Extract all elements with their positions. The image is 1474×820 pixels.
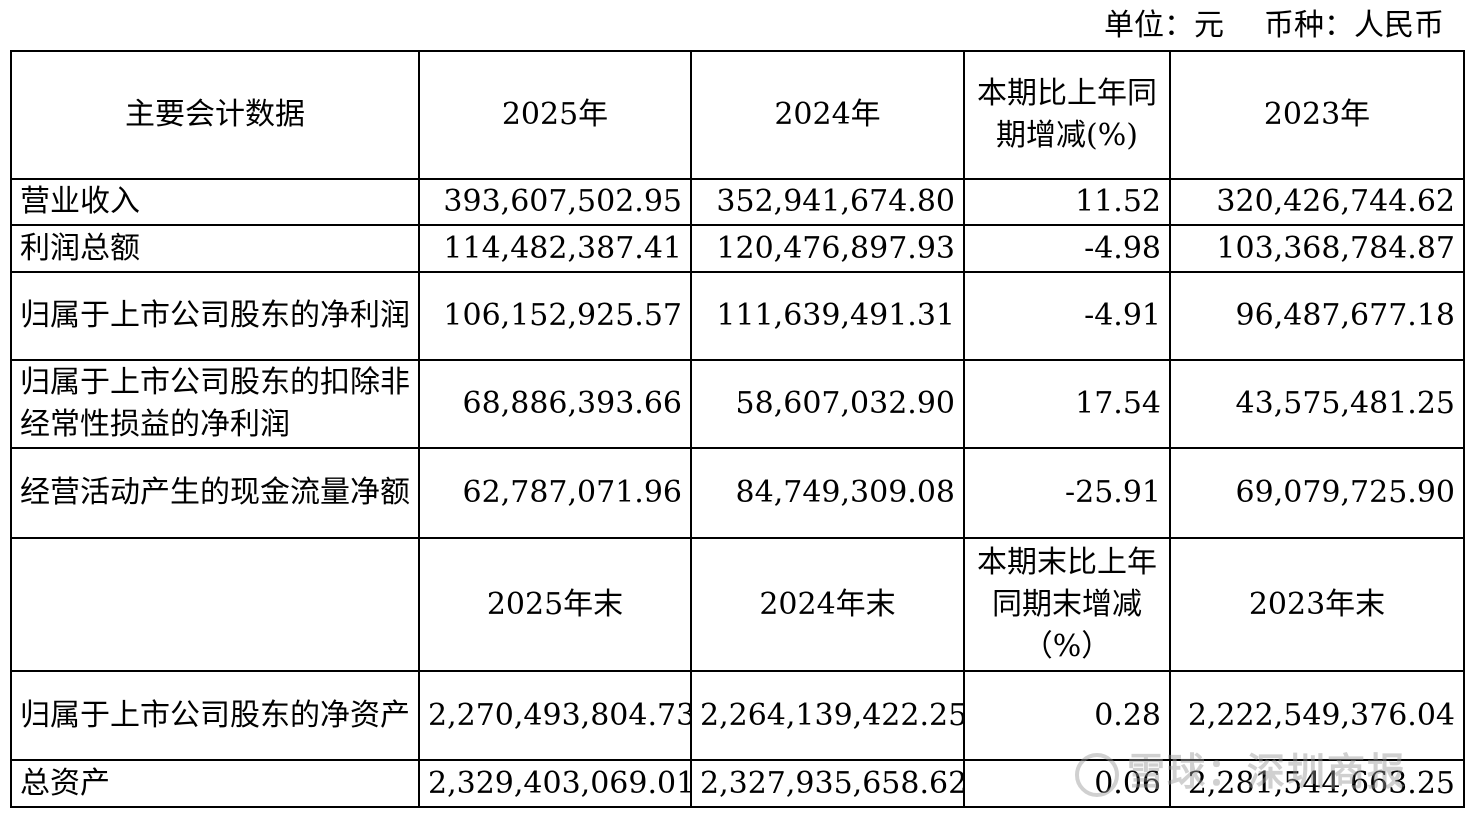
cell-2025-end: 2,270,493,804.73 <box>418 670 692 761</box>
cell-2023-end: 2,281,544,663.25 <box>1169 759 1465 808</box>
cell-2023-end: 2,222,549,376.04 <box>1169 670 1465 761</box>
header-2023-end: 2023年末 <box>1169 537 1465 672</box>
cell-2024: 84,749,309.08 <box>690 447 965 539</box>
currency-label: 币种：人民币 <box>1264 8 1444 43</box>
header-yoy-change: 本期比上年同期增减(%) <box>963 50 1171 180</box>
header-2024: 2024年 <box>690 50 965 180</box>
table-row: 经营活动产生的现金流量净额 62,787,071.96 84,749,309.0… <box>10 447 1465 539</box>
table-row: 总资产 2,329,403,069.01 2,327,935,658.62 0.… <box>10 759 1465 808</box>
header-2024-end: 2024年末 <box>690 537 965 672</box>
row-label: 利润总额 <box>10 224 420 273</box>
cell-2024: 58,607,032.90 <box>690 359 965 449</box>
cell-change: 11.52 <box>963 178 1171 226</box>
row-label: 归属于上市公司股东的扣除非经常性损益的净利润 <box>10 359 420 449</box>
header-row-period-end: 2025年末 2024年末 本期末比上年同期末增减（%） 2023年末 <box>10 537 1465 672</box>
cell-2024: 111,639,491.31 <box>690 271 965 361</box>
row-label: 总资产 <box>10 759 420 808</box>
cell-2024-end: 2,327,935,658.62 <box>690 759 965 808</box>
unit-label: 单位：元 <box>1104 8 1224 43</box>
header-2025-end: 2025年末 <box>418 537 692 672</box>
row-label: 归属于上市公司股东的净资产 <box>10 670 420 761</box>
cell-change: -4.98 <box>963 224 1171 273</box>
cell-2025: 114,482,387.41 <box>418 224 692 273</box>
cell-2025-end: 2,329,403,069.01 <box>418 759 692 808</box>
header-row-annual: 主要会计数据 2025年 2024年 本期比上年同期增减(%) 2023年 <box>10 50 1465 180</box>
header-2025: 2025年 <box>418 50 692 180</box>
cell-2025: 393,607,502.95 <box>418 178 692 226</box>
cell-2023: 43,575,481.25 <box>1169 359 1465 449</box>
row-label: 营业收入 <box>10 178 420 226</box>
table-row: 营业收入 393,607,502.95 352,941,674.80 11.52… <box>10 178 1465 226</box>
cell-change: -4.91 <box>963 271 1171 361</box>
unit-currency-line: 单位：元 币种：人民币 <box>1104 6 1444 46</box>
cell-change: 0.06 <box>963 759 1171 808</box>
header-2023: 2023年 <box>1169 50 1465 180</box>
table-row: 归属于上市公司股东的净资产 2,270,493,804.73 2,264,139… <box>10 670 1465 761</box>
cell-2024-end: 2,264,139,422.25 <box>690 670 965 761</box>
cell-2023: 69,079,725.90 <box>1169 447 1465 539</box>
table-row: 利润总额 114,482,387.41 120,476,897.93 -4.98… <box>10 224 1465 273</box>
financial-data-table: 主要会计数据 2025年 2024年 本期比上年同期增减(%) 2023年 营业… <box>10 50 1465 808</box>
cell-2023: 103,368,784.87 <box>1169 224 1465 273</box>
cell-2025: 62,787,071.96 <box>418 447 692 539</box>
header-blank <box>10 537 420 672</box>
table-row: 归属于上市公司股东的净利润 106,152,925.57 111,639,491… <box>10 271 1465 361</box>
cell-2025: 106,152,925.57 <box>418 271 692 361</box>
table-row: 归属于上市公司股东的扣除非经常性损益的净利润 68,886,393.66 58,… <box>10 359 1465 449</box>
cell-2023: 96,487,677.18 <box>1169 271 1465 361</box>
header-main-accounting-data: 主要会计数据 <box>10 50 420 180</box>
cell-2023: 320,426,744.62 <box>1169 178 1465 226</box>
header-period-end-change: 本期末比上年同期末增减（%） <box>963 537 1171 672</box>
cell-change: -25.91 <box>963 447 1171 539</box>
cell-2024: 352,941,674.80 <box>690 178 965 226</box>
cell-2024: 120,476,897.93 <box>690 224 965 273</box>
cell-change: 0.28 <box>963 670 1171 761</box>
cell-2025: 68,886,393.66 <box>418 359 692 449</box>
cell-change: 17.54 <box>963 359 1171 449</box>
row-label: 经营活动产生的现金流量净额 <box>10 447 420 539</box>
row-label: 归属于上市公司股东的净利润 <box>10 271 420 361</box>
